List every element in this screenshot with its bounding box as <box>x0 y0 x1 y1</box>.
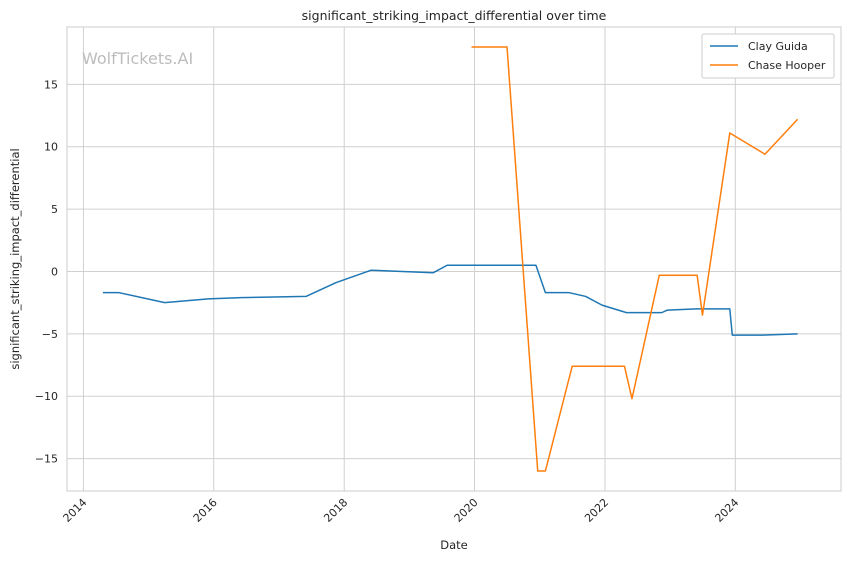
y-tick-label: 5 <box>51 203 58 216</box>
legend-label: Chase Hooper <box>748 59 826 72</box>
series-lines <box>102 46 799 472</box>
legend-label: Clay Guida <box>748 40 808 53</box>
y-axis-label: significant_striking_impact_differential <box>8 148 22 369</box>
chart-title: significant_striking_impact_differential… <box>302 8 607 23</box>
y-tick-label: 15 <box>44 78 58 91</box>
legend: Clay Guida Chase Hooper <box>701 33 835 79</box>
y-tick-label: 0 <box>51 265 58 278</box>
y-tick-label: −10 <box>35 390 58 403</box>
series-line-chase-hooper <box>471 46 799 472</box>
x-axis-label: Date <box>440 538 468 552</box>
legend-box <box>701 33 835 79</box>
y-tick-label: −5 <box>42 328 58 341</box>
y-axis-ticks: −15 −10 −5 0 5 10 15 <box>35 78 58 465</box>
y-tick-label: −15 <box>35 453 58 466</box>
series-line-clay-guida <box>102 264 798 336</box>
watermark-text: WolfTickets.AI <box>82 49 193 68</box>
y-tick-label: 10 <box>44 141 58 154</box>
plot-frame <box>66 26 842 492</box>
grid-lines <box>67 27 841 491</box>
